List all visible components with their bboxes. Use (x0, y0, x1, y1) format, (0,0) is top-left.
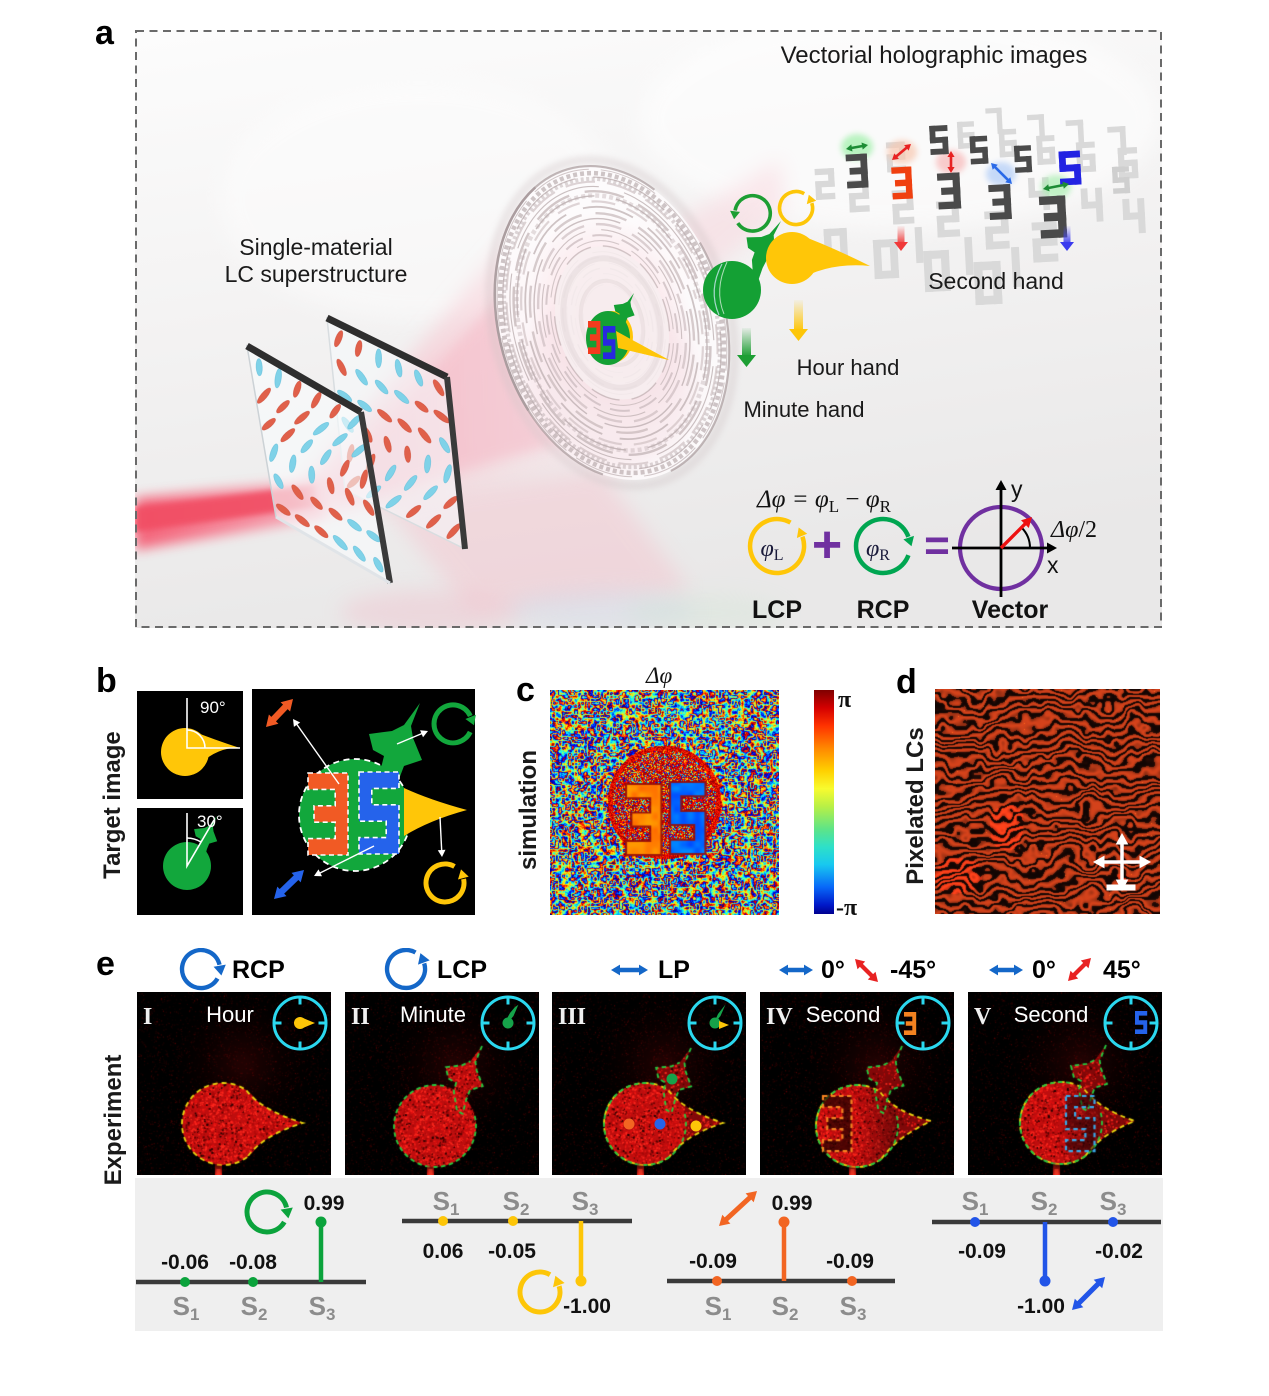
svg-text:I: I (143, 1004, 152, 1030)
svg-text:Hour: Hour (206, 1002, 254, 1027)
svg-text:LCP: LCP (752, 596, 802, 624)
svg-text:-0.09: -0.09 (958, 1240, 1006, 1263)
svg-text:x: x (1047, 552, 1059, 578)
svg-text:Δφ = φL − φR: Δφ = φL − φR (756, 486, 892, 516)
svg-text:30°: 30° (197, 812, 223, 831)
svg-text:LP: LP (658, 956, 690, 984)
svg-text:Hour hand: Hour hand (797, 355, 900, 380)
svg-text:0°: 0° (821, 956, 845, 984)
svg-text:Δφ/2: Δφ/2 (1050, 517, 1097, 543)
svg-text:LC superstructure: LC superstructure (225, 261, 408, 287)
svg-text:RCP: RCP (232, 956, 285, 984)
svg-text:Minute: Minute (400, 1002, 466, 1027)
svg-text:S2: S2 (241, 1291, 268, 1324)
svg-text:II: II (351, 1004, 370, 1030)
svg-text:Vectorial holographic images: Vectorial holographic images (781, 42, 1088, 69)
svg-text:V: V (974, 1004, 992, 1030)
svg-text:-1.00: -1.00 (1017, 1295, 1065, 1318)
svg-text:Experiment: Experiment (100, 1055, 127, 1186)
svg-text:-0.05: -0.05 (488, 1240, 536, 1263)
svg-text:0.99: 0.99 (772, 1192, 813, 1215)
svg-text:-0.06: -0.06 (161, 1251, 209, 1274)
svg-text:-0.09: -0.09 (689, 1250, 737, 1273)
svg-text:-1.00: -1.00 (563, 1295, 611, 1318)
svg-text:simulation: simulation (515, 750, 542, 870)
svg-text:Second: Second (1014, 1002, 1089, 1027)
svg-text:Second hand: Second hand (928, 268, 1064, 294)
svg-text:Target image: Target image (99, 731, 126, 879)
svg-text:-0.08: -0.08 (229, 1251, 277, 1274)
svg-text:Pixelated LCs: Pixelated LCs (902, 727, 929, 884)
svg-text:90°: 90° (200, 698, 226, 717)
svg-text:-0.02: -0.02 (1095, 1240, 1143, 1263)
svg-text:Second: Second (806, 1002, 881, 1027)
svg-text:-45°: -45° (890, 956, 936, 984)
svg-text:IV: IV (766, 1004, 793, 1030)
svg-text:Single-material: Single-material (239, 234, 392, 260)
svg-text:III: III (558, 1004, 586, 1030)
svg-text:LCP: LCP (437, 956, 487, 984)
svg-text:Minute hand: Minute hand (743, 397, 864, 422)
svg-text:-0.09: -0.09 (826, 1250, 874, 1273)
svg-text:0°: 0° (1032, 956, 1056, 984)
svg-text:0.99: 0.99 (304, 1192, 345, 1215)
svg-text:45°: 45° (1103, 956, 1141, 984)
svg-text:0.06: 0.06 (423, 1240, 464, 1263)
svg-text:RCP: RCP (857, 596, 910, 624)
svg-text:Vector: Vector (972, 596, 1049, 624)
svg-text:=: = (924, 521, 950, 570)
svg-text:+: + (812, 516, 842, 574)
svg-text:y: y (1011, 476, 1023, 502)
